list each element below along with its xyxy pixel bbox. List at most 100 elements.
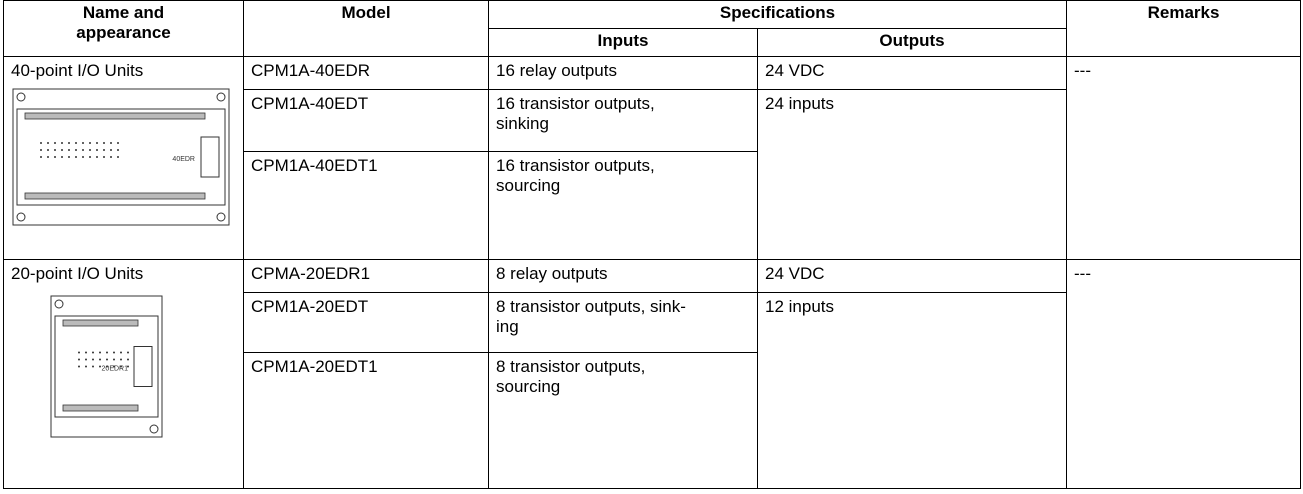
device-drawing-part <box>16 92 26 102</box>
device-drawing-part <box>110 149 112 151</box>
device-drawing-part <box>106 358 108 361</box>
device-drawing-part <box>96 149 98 151</box>
device-drawing-part <box>47 156 49 158</box>
inputs-cell: 16 transistor outputs, sourcing <box>488 151 758 260</box>
device-drawing-part <box>99 351 101 354</box>
device-drawing-part <box>61 142 63 144</box>
outputs-cell: 24 VDC <box>756 259 1068 293</box>
device-drawing-part <box>117 149 119 151</box>
device-drawing-part <box>82 149 84 151</box>
device-drawing-part <box>85 358 87 361</box>
device-drawing-part <box>89 149 91 151</box>
device-drawing-part <box>68 142 70 144</box>
table-row: 40-point I/O Units 40EDR CPM1A-40EDR 16 rel… <box>3 56 1302 260</box>
header-cell: Model <box>243 0 489 57</box>
device-drawing-part <box>85 365 87 368</box>
device-drawing-part <box>47 149 49 151</box>
device-drawing-part <box>106 365 108 368</box>
device-drawing-part <box>120 365 122 368</box>
device-drawing-part <box>54 156 56 158</box>
device-drawing-part <box>127 358 129 361</box>
table-row: 20-point I/O Units 20EDR1 CPMA-20EDR1 8 rel… <box>3 259 1302 489</box>
model-cell: CPM1A-20EDT <box>243 292 489 353</box>
table-row: CPM1A-40EDT 16 transistor outputs, sinkin… <box>4 89 1301 260</box>
remarks-cell: --- <box>1066 56 1302 260</box>
device-image: 20EDR1 <box>50 295 163 438</box>
header-cell: Inputs <box>488 28 758 57</box>
device-drawing-part <box>113 358 115 361</box>
device-drawing-part <box>78 351 80 354</box>
device-label: 40EDR <box>172 156 195 163</box>
device-drawing-part <box>78 365 80 368</box>
device-drawing-part <box>85 351 87 354</box>
device-drawing-part <box>92 365 94 368</box>
name-cell: 40-point I/O Units 40EDR <box>3 56 244 260</box>
outputs-cell: 12 inputs <box>756 292 1068 489</box>
device-drawing-part <box>127 365 129 368</box>
device-drawing-part <box>96 142 98 144</box>
device-drawing-part <box>103 149 105 151</box>
device-drawing-part <box>40 156 42 158</box>
outputs-cell: 24 inputs <box>756 89 1068 260</box>
device-drawing-part <box>133 346 153 387</box>
device-drawing-part <box>216 92 226 102</box>
device-drawing-part <box>92 351 94 354</box>
device-drawing-part <box>82 142 84 144</box>
device-drawing-part <box>117 142 119 144</box>
device-drawing-part <box>78 358 80 361</box>
device-drawing-part <box>16 212 26 222</box>
device-drawing-part <box>120 351 122 354</box>
device-drawing-part <box>40 142 42 144</box>
device-drawing-part <box>113 365 115 368</box>
device-drawing-part <box>82 156 84 158</box>
model-cell: CPM1A-40EDT1 <box>243 151 489 260</box>
model-cell: CPM1A-20EDT1 <box>243 352 489 489</box>
device-drawing-part <box>120 358 122 361</box>
device-drawing-part <box>96 156 98 158</box>
inputs-cell: 8 relay outputs <box>488 259 758 293</box>
device-drawing-part <box>61 156 63 158</box>
device-drawing-part <box>61 149 63 151</box>
device-drawing-part <box>54 315 159 418</box>
device-drawing-part <box>103 142 105 144</box>
header-cell: Specifications <box>487 0 1068 29</box>
unit-name: 20-point I/O Units <box>11 264 144 283</box>
device-drawing-part <box>113 351 115 354</box>
device-drawing-part <box>99 365 101 368</box>
device-drawing-part <box>75 149 77 151</box>
device-drawing-part <box>12 88 230 226</box>
device-drawing-part <box>54 142 56 144</box>
header-cell: Name and appearance <box>3 0 244 57</box>
model-cell: CPM1A-40EDT <box>243 89 489 152</box>
device-drawing-part <box>106 351 108 354</box>
device-drawing-part <box>62 404 139 412</box>
device-drawing-part <box>127 351 129 354</box>
device-drawing-part <box>54 299 64 309</box>
device-drawing-part <box>103 156 105 158</box>
device-drawing-part <box>99 358 101 361</box>
table-row: CPM1A-20EDT 8 transistor outputs, sink- i… <box>4 292 1301 489</box>
device-drawing-part <box>216 212 226 222</box>
device-drawing-part <box>62 319 139 327</box>
device-drawing-part <box>200 136 220 178</box>
table-row: CPM1A-40EDT1 16 transistor outputs, sourc… <box>4 151 1301 260</box>
device-drawing-part <box>75 156 77 158</box>
header-text: Name and <box>82 3 165 22</box>
header-cell: Remarks <box>1066 0 1302 57</box>
spec-table: Name and appearance Model Specifications Rem… <box>3 0 1302 489</box>
device-image: 40EDR <box>12 88 230 226</box>
model-cell: CPM1A-40EDR <box>243 56 489 90</box>
remarks-cell: --- <box>1066 259 1302 489</box>
device-drawing-part <box>54 149 56 151</box>
device-drawing-part <box>89 142 91 144</box>
device-drawing-part <box>24 112 206 120</box>
device-drawing-part <box>110 142 112 144</box>
inputs-cell: 16 transistor outputs, sinking <box>488 89 758 152</box>
device-drawing-part <box>149 424 159 434</box>
header-text: appearance <box>76 23 171 42</box>
inputs-cell: 16 relay outputs <box>488 56 758 90</box>
device-drawing-part <box>16 108 226 206</box>
device-drawing-part <box>68 149 70 151</box>
device-drawing-part <box>47 142 49 144</box>
model-cell: CPMA-20EDR1 <box>243 259 489 293</box>
